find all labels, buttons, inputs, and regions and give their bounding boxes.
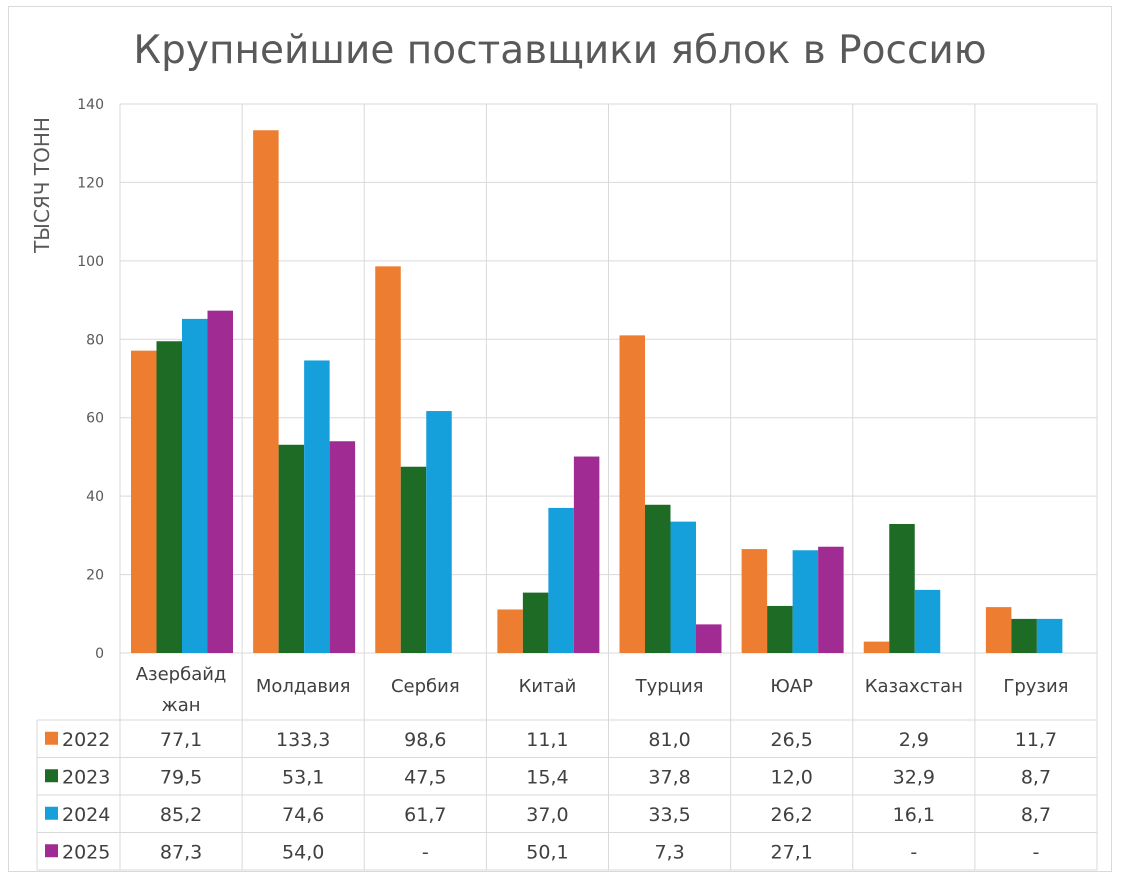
bar-2024 — [670, 521, 696, 653]
y-tick-label: 0 — [95, 646, 104, 662]
bar-2025 — [696, 624, 722, 653]
table-cell: 50,1 — [526, 841, 568, 863]
table-cell: 32,9 — [893, 766, 935, 788]
bar-2024 — [792, 550, 819, 653]
category-label: Молдавия — [256, 676, 351, 697]
bar-2022 — [863, 641, 890, 653]
table-cell: 79,5 — [160, 766, 202, 788]
bar-2022 — [375, 266, 401, 653]
bar-2025 — [818, 546, 844, 653]
chart-title: Крупнейшие поставщики яблок в Россию — [133, 28, 986, 73]
table-cell: 133,3 — [276, 729, 330, 751]
legend-label: 2024 — [62, 804, 110, 826]
table-cell: 11,7 — [1015, 729, 1057, 751]
table-cell: 85,2 — [160, 804, 202, 826]
table-cell: 87,3 — [160, 841, 202, 863]
table-cell: 27,1 — [771, 841, 813, 863]
bar-2023 — [645, 504, 671, 653]
table-cell: 26,2 — [771, 804, 813, 826]
table-cell: 81,0 — [648, 729, 690, 751]
legend-label: 2025 — [62, 841, 110, 863]
y-tick-label: 100 — [77, 254, 104, 270]
bar-2023 — [1011, 618, 1037, 653]
table-cell: 61,7 — [404, 804, 446, 826]
bar-2024 — [182, 318, 208, 653]
bar-2025 — [329, 441, 356, 653]
bar-2023 — [278, 444, 305, 653]
y-tick-label: 80 — [86, 332, 104, 348]
category-label: Турция — [635, 676, 704, 697]
table-cell: - — [422, 841, 429, 863]
table-cell: 26,5 — [771, 729, 813, 751]
bar-2022 — [253, 130, 279, 654]
table-cell: 2,9 — [899, 729, 929, 751]
bar-2022 — [741, 549, 768, 653]
table-cell: 33,5 — [648, 804, 690, 826]
legend-label: 2023 — [62, 766, 110, 788]
y-tick-label: 140 — [77, 97, 104, 113]
bar-2024 — [1036, 618, 1063, 653]
table-cell: 8,7 — [1021, 804, 1051, 826]
table-cell: - — [1033, 841, 1040, 863]
y-axis-title: ТЫСЯЧ ТОНН — [30, 117, 54, 254]
y-tick-label: 60 — [86, 411, 104, 427]
legend-swatch-2023 — [45, 769, 58, 783]
category-label: Казахстан — [865, 676, 963, 697]
bar-2022 — [619, 335, 645, 653]
chart-frame — [8, 6, 1112, 872]
bar-2025 — [207, 310, 233, 653]
bar-2023 — [767, 605, 793, 653]
y-tick-label: 20 — [86, 568, 104, 584]
category-label: жан — [162, 695, 201, 716]
table-cell: 74,6 — [282, 804, 324, 826]
bar-2022 — [131, 350, 157, 653]
legend-label: 2022 — [62, 729, 110, 751]
table-cell: 53,1 — [282, 766, 324, 788]
bar-2023 — [522, 592, 549, 653]
legend-swatch-2025 — [45, 844, 58, 858]
bar-2023 — [156, 341, 182, 653]
table-cell: - — [910, 841, 917, 863]
table-cell: 47,5 — [404, 766, 446, 788]
category-label: ЮАР — [770, 676, 813, 697]
table-cell: 37,8 — [648, 766, 690, 788]
bar-2024 — [548, 507, 574, 653]
bar-2025 — [573, 456, 600, 653]
bar-2024 — [426, 411, 452, 653]
legend-swatch-2022 — [45, 731, 58, 745]
table-cell: 11,1 — [526, 729, 568, 751]
y-tick-label: 40 — [86, 489, 104, 505]
table-cell: 16,1 — [893, 804, 935, 826]
table-cell: 7,3 — [654, 841, 684, 863]
bar-2022 — [497, 609, 523, 653]
category-label: Грузия — [1003, 676, 1068, 697]
y-tick-label: 120 — [77, 175, 104, 191]
table-cell: 77,1 — [160, 729, 202, 751]
bar-2024 — [304, 360, 330, 653]
bar-2023 — [400, 466, 427, 653]
table-cell: 37,0 — [526, 804, 568, 826]
table-cell: 15,4 — [526, 766, 568, 788]
bar-2022 — [985, 607, 1012, 653]
legend-swatch-2024 — [45, 806, 58, 820]
category-label: Сербия — [391, 676, 460, 697]
table-cell: 8,7 — [1021, 766, 1051, 788]
table-cell: 98,6 — [404, 729, 446, 751]
category-label: Азербайд — [136, 664, 227, 685]
bar-2024 — [914, 589, 941, 653]
bar-2023 — [889, 523, 915, 653]
category-label: Китай — [519, 676, 577, 697]
table-cell: 12,0 — [771, 766, 813, 788]
table-cell: 54,0 — [282, 841, 324, 863]
